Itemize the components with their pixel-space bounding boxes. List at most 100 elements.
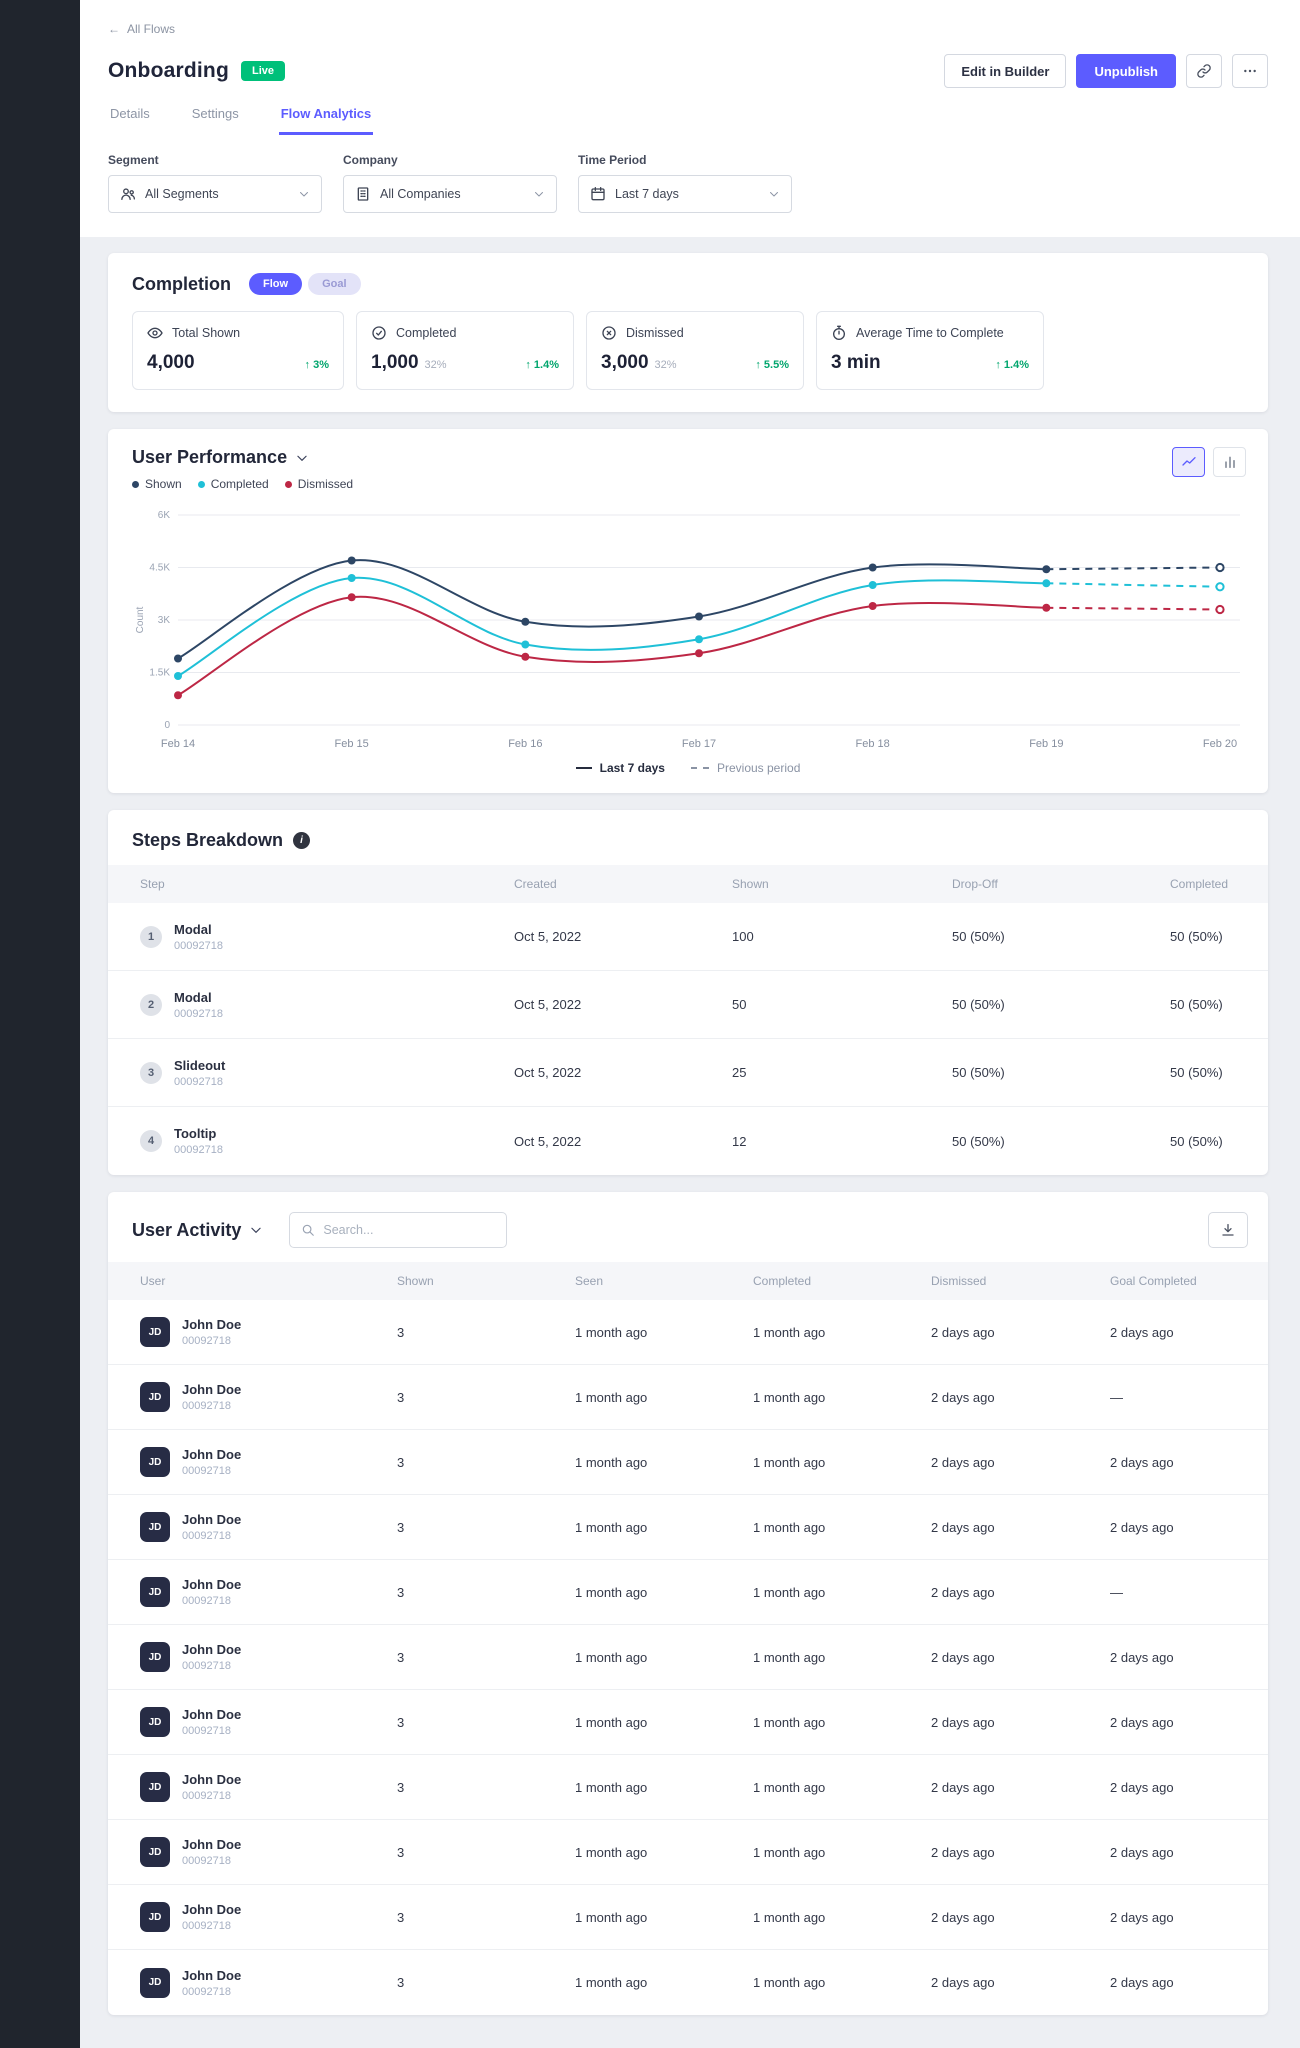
user-seen: 1 month ago	[575, 1909, 648, 1925]
legend-label: Dismissed	[297, 477, 354, 491]
user-completed: 1 month ago	[753, 1779, 826, 1795]
user-seen: 1 month ago	[575, 1519, 648, 1535]
solid-line-swatch	[575, 767, 592, 769]
bar-chart-view-button[interactable]	[1213, 447, 1246, 477]
metric-label: Completed	[396, 326, 457, 340]
table-row: JD John Doe 00092718 3 1 month ago 1 mon…	[108, 1950, 1268, 2015]
company-select-value: All Companies	[380, 187, 461, 201]
metric-cards: Total Shown 4,000 ↑ 3% Completed	[132, 311, 1244, 390]
user-performance-dropdown[interactable]: User Performance	[132, 447, 1244, 468]
header-actions: Edit in Builder Unpublish	[944, 54, 1268, 88]
series-legend: Shown Completed Dismissed	[132, 477, 1244, 491]
table-row: JD John Doe 00092718 3 1 month ago 1 mon…	[108, 1885, 1268, 1950]
metric-dismissed: Dismissed 3,000 32% ↑ 5.5%	[586, 311, 804, 390]
user-dismissed: 2 days ago	[931, 1714, 995, 1730]
time-period-filter: Time Period Last 7 days	[578, 153, 792, 213]
chevron-down-icon	[251, 1227, 262, 1233]
copy-link-button[interactable]	[1186, 54, 1222, 88]
user-dismissed: 2 days ago	[931, 1389, 995, 1405]
step-dropoff: 50 (50%)	[952, 997, 1005, 1012]
breadcrumb-all-flows[interactable]: ← All Flows	[108, 22, 175, 36]
metric-label: Average Time to Complete	[856, 326, 1004, 340]
avatar: JD	[140, 1707, 170, 1737]
company-select[interactable]: All Companies	[343, 175, 557, 213]
user-goal-completed: 2 days ago	[1110, 1975, 1174, 1990]
flow-toggle-button[interactable]: Flow	[249, 273, 303, 295]
tab[interactable]: Details	[108, 106, 152, 135]
step-completed: 50 (50%)	[1170, 1065, 1223, 1080]
goal-toggle-button[interactable]: Goal	[308, 273, 361, 295]
svg-text:Feb 15: Feb 15	[335, 738, 369, 750]
user-dismissed: 2 days ago	[931, 1909, 995, 1925]
user-goal-completed: 2 days ago	[1110, 1909, 1174, 1925]
completion-title: Completion	[132, 273, 231, 294]
user-completed: 1 month ago	[753, 1454, 826, 1470]
info-icon[interactable]: i	[293, 832, 311, 849]
back-arrow-icon: ←	[108, 22, 120, 36]
segment-select[interactable]: All Segments	[108, 175, 322, 213]
metric-value: 3,000	[601, 352, 649, 373]
user-completed: 1 month ago	[753, 1389, 826, 1405]
chevron-down-icon	[300, 192, 308, 197]
column-header: Drop-Off	[952, 877, 998, 891]
status-badge: Live	[241, 61, 286, 81]
company-filter-label: Company	[343, 153, 398, 167]
step-completed: 50 (50%)	[1170, 929, 1223, 944]
step-completed: 50 (50%)	[1170, 1133, 1223, 1149]
x-circle-icon	[602, 326, 616, 340]
user-performance-card: User Performance Shown Completed	[108, 429, 1268, 793]
step-id: 00092718	[174, 1007, 223, 1020]
company-filter: Company All Companies	[343, 153, 557, 213]
breadcrumb-label: All Flows	[127, 22, 176, 36]
page-header: ← All Flows Onboarding Live Edit in Buil…	[80, 0, 1300, 237]
tab[interactable]: Flow Analytics	[278, 106, 374, 135]
user-activity-dropdown[interactable]: User Activity	[132, 1220, 263, 1241]
legend-last-7-days: Last 7 days	[575, 761, 665, 775]
segment-select-value: All Segments	[145, 187, 219, 201]
user-name: John Doe	[182, 1317, 242, 1332]
step-created: Oct 5, 2022	[514, 1133, 582, 1149]
user-seen: 1 month ago	[575, 1975, 648, 1990]
step-dropoff: 50 (50%)	[952, 929, 1005, 944]
line-chart-view-button[interactable]	[1172, 447, 1205, 477]
column-header: User	[140, 1274, 166, 1288]
tab-label: Details	[110, 106, 150, 121]
tab[interactable]: Settings	[190, 106, 241, 135]
unpublish-button[interactable]: Unpublish	[1076, 54, 1176, 88]
table-row: JD John Doe 00092718 3 1 month ago 1 mon…	[108, 1690, 1268, 1755]
search-input[interactable]	[323, 1223, 496, 1237]
user-shown: 3	[397, 1714, 405, 1730]
step-id: 00092718	[174, 939, 223, 952]
completion-card: Completion Flow Goal Total Shown 4,000	[108, 253, 1268, 412]
time-period-select[interactable]: Last 7 days	[578, 175, 792, 213]
legend-previous-period: Previous period	[690, 761, 800, 775]
user-completed: 1 month ago	[753, 1584, 826, 1600]
activity-table-body: JD John Doe 00092718 3 1 month ago 1 mon…	[108, 1300, 1268, 2015]
user-id: 00092718	[182, 1595, 231, 1607]
user-shown: 3	[397, 1389, 405, 1405]
avatar: JD	[140, 1577, 170, 1607]
table-row: JD John Doe 00092718 3 1 month ago 1 mon…	[108, 1365, 1268, 1430]
export-button[interactable]	[1208, 1212, 1248, 1248]
metric-completed: Completed 1,000 32% ↑ 1.4%	[356, 311, 574, 390]
stopwatch-icon	[833, 325, 845, 340]
column-header: Shown	[397, 1274, 434, 1288]
segment-filter: Segment All Segments	[108, 153, 322, 213]
tab-bar: Details Settings Flow Analytics	[108, 106, 1268, 135]
edit-in-builder-button[interactable]: Edit in Builder	[944, 54, 1067, 88]
legend-item: Completed	[197, 477, 269, 491]
user-completed: 1 month ago	[753, 1324, 826, 1340]
step-name: Slideout	[174, 1057, 226, 1073]
line-chart-icon	[1181, 457, 1196, 466]
legend-dot	[132, 480, 139, 488]
svg-text:4.5K: 4.5K	[149, 563, 170, 574]
user-shown: 3	[397, 1909, 405, 1925]
svg-text:1.5K: 1.5K	[149, 668, 170, 679]
user-id: 00092718	[182, 1660, 231, 1672]
more-options-button[interactable]	[1232, 54, 1268, 88]
steps-breakdown-title: Steps Breakdown	[132, 830, 284, 850]
link-icon	[1197, 64, 1211, 78]
step-number-badge: 3	[140, 1061, 162, 1084]
avatar: JD	[140, 1772, 170, 1802]
metric-avg-time: Average Time to Complete 3 min ↑ 1.4%	[816, 311, 1044, 390]
